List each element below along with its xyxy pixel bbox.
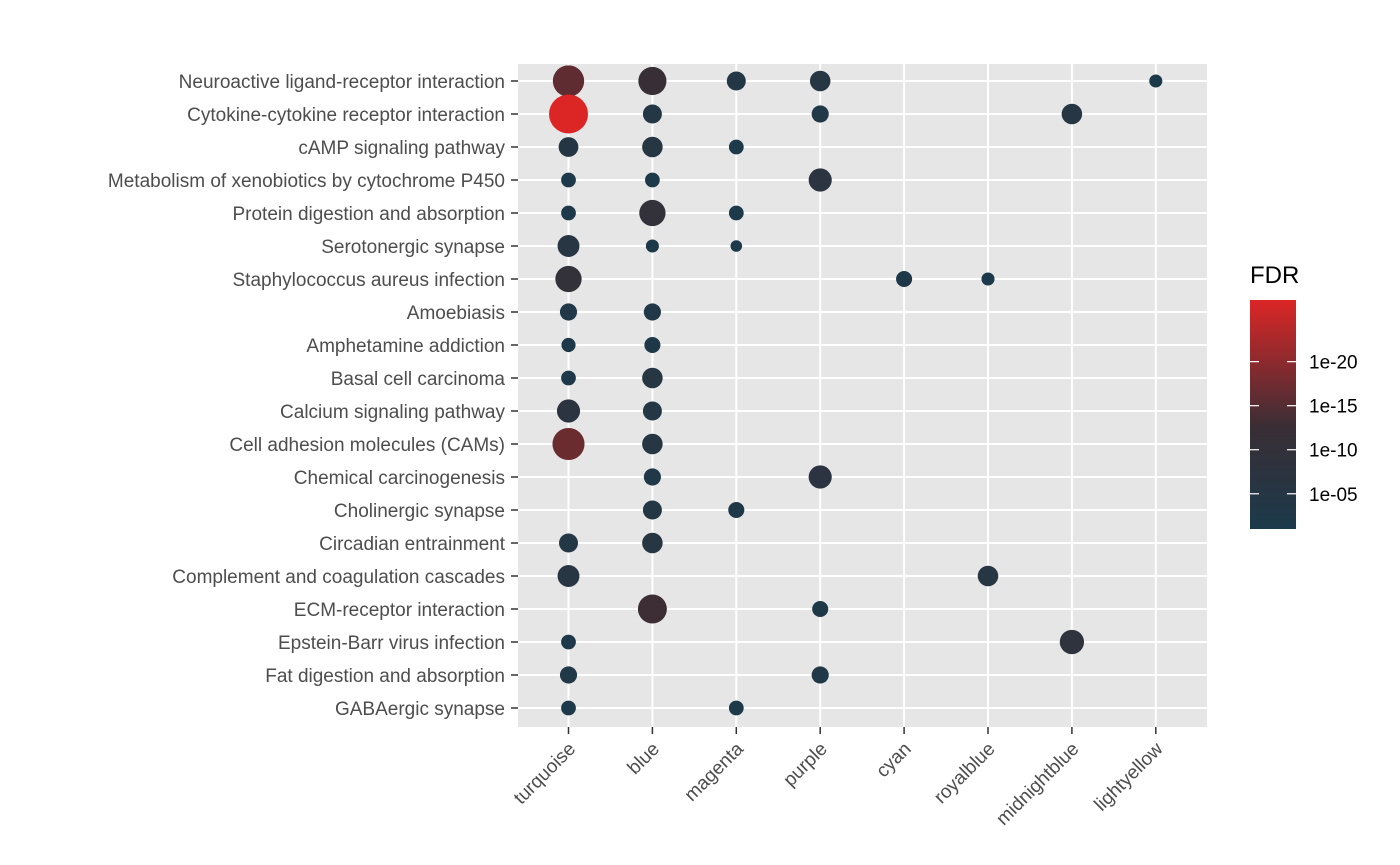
data-point — [642, 500, 662, 520]
data-point — [561, 634, 576, 650]
data-point — [561, 172, 576, 188]
y-tick-label: Protein digestion and absorption — [232, 204, 505, 225]
fdr-legend: FDR 1e-20 1e-15 1e-10 1e-05 — [1250, 262, 1358, 529]
y-tick-label: Complement and coagulation cascades — [172, 567, 505, 588]
data-point — [642, 104, 662, 124]
x-tick-label: purple — [780, 739, 832, 791]
y-tick-label: Amoebiasis — [407, 303, 505, 324]
y-tick-label: Chemical carcinogenesis — [294, 468, 505, 489]
legend-tick-label: 1e-15 — [1309, 397, 1358, 418]
data-point — [812, 600, 829, 618]
data-point — [555, 265, 582, 293]
x-tick-label: midnightblue — [992, 739, 1083, 830]
data-point — [557, 565, 580, 587]
y-tick-label: Serotonergic synapse — [321, 237, 505, 258]
data-point — [552, 427, 585, 461]
y-tick-label: Epstein-Barr virus infection — [278, 633, 505, 654]
y-tick-label: Cytokine-cytokine receptor interaction — [187, 105, 505, 126]
y-tick-label: Neuroactive ligand-receptor interaction — [179, 72, 505, 93]
legend-ticks: 1e-20 1e-15 1e-10 1e-05 — [1250, 353, 1358, 506]
y-tick-label: cAMP signaling pathway — [298, 138, 505, 159]
data-point — [809, 70, 831, 92]
y-axis: Neuroactive ligand-receptor interaction C… — [108, 72, 518, 720]
data-point — [645, 239, 659, 253]
data-point — [561, 370, 576, 386]
data-point — [1149, 74, 1163, 88]
data-point — [638, 66, 667, 96]
y-tick-label: Fat digestion and absorption — [265, 666, 505, 687]
x-tick-label: turquoise — [510, 739, 580, 809]
data-point — [561, 337, 576, 353]
data-point — [549, 94, 588, 134]
data-points — [549, 65, 1163, 716]
data-point — [643, 303, 661, 321]
y-tick-label: GABAergic synapse — [335, 699, 505, 720]
y-tick-label: Metabolism of xenobiotics by cytochrome … — [108, 171, 505, 192]
data-point — [728, 501, 745, 519]
x-tick-label: lightyellow — [1091, 738, 1168, 815]
data-point — [1059, 629, 1085, 655]
data-point — [561, 700, 576, 716]
x-tick-label: magenta — [681, 738, 748, 805]
y-tick-label: Calcium signaling pathway — [280, 402, 505, 423]
legend-tick-label: 1e-10 — [1309, 441, 1358, 462]
data-point — [726, 71, 746, 91]
data-point — [728, 700, 744, 716]
data-point — [642, 367, 663, 389]
data-point — [642, 532, 663, 554]
y-tick-label: Basal cell carcinoma — [331, 369, 506, 390]
data-point — [977, 565, 999, 587]
data-point — [981, 272, 995, 286]
legend-tick-label: 1e-20 — [1309, 353, 1358, 374]
y-tick-label: ECM-receptor interaction — [294, 600, 505, 621]
y-tick-label: Circadian entrainment — [319, 534, 506, 555]
data-point — [896, 270, 913, 288]
data-point — [728, 205, 744, 221]
data-point — [552, 65, 585, 97]
data-point — [559, 666, 578, 684]
data-point — [558, 137, 579, 157]
legend-title: FDR — [1250, 262, 1299, 289]
y-tick-label: Staphylococcus aureus infection — [233, 270, 506, 291]
legend-colorbar — [1250, 300, 1296, 529]
data-point — [556, 399, 581, 423]
x-tick-label: royalblue — [930, 739, 999, 808]
data-point — [728, 139, 744, 155]
plot-panel — [518, 64, 1207, 727]
data-point — [637, 594, 667, 624]
data-point — [642, 136, 663, 158]
data-point — [1061, 103, 1083, 125]
x-tick-label: blue — [624, 739, 664, 779]
data-point — [639, 199, 666, 227]
data-point — [730, 240, 743, 252]
data-point — [561, 205, 576, 221]
y-tick-label: Amphetamine addiction — [306, 336, 505, 357]
data-point — [643, 468, 661, 486]
data-point — [811, 105, 829, 123]
data-point — [808, 465, 832, 489]
data-point — [559, 533, 578, 553]
y-tick-label: Cell adhesion molecules (CAMs) — [229, 435, 505, 456]
x-axis: turquoise blue magenta purple cyan royalbluem… — [510, 727, 1168, 830]
x-tick-label: cyan — [872, 739, 915, 782]
data-point — [557, 235, 580, 257]
data-point — [644, 336, 661, 354]
legend-tick-label: 1e-05 — [1309, 485, 1358, 506]
y-tick-label: Cholinergic synapse — [334, 501, 505, 522]
data-point — [642, 401, 662, 421]
data-point — [808, 168, 832, 192]
data-point — [811, 666, 829, 684]
data-point — [645, 172, 660, 188]
data-point — [642, 433, 663, 455]
data-point — [559, 303, 578, 321]
